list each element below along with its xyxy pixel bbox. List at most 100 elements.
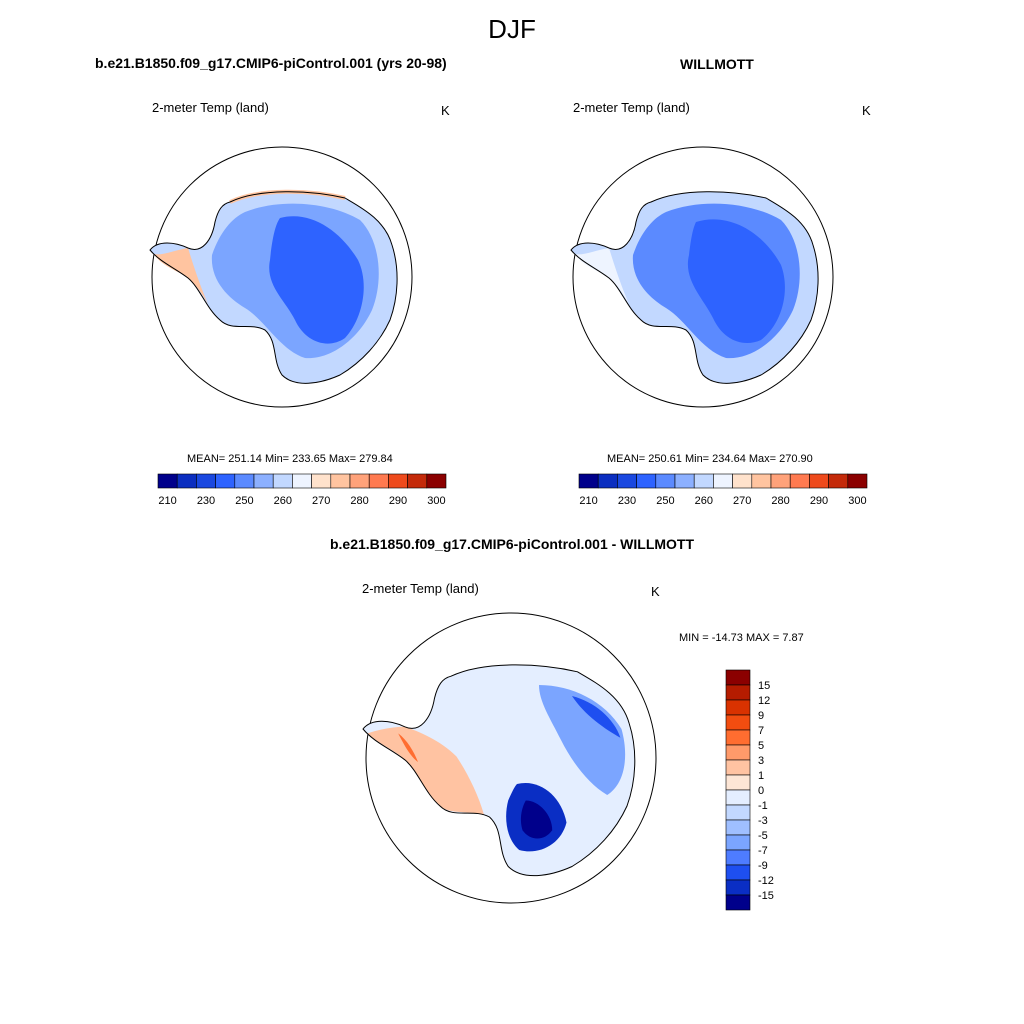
diff-colorbar-tick-label: -5 <box>758 830 768 842</box>
right-colorbar-box <box>578 473 599 489</box>
left-colorbar-box <box>253 473 274 489</box>
left-colorbar-tick-label: 280 <box>350 495 368 507</box>
diff-colorbar: 15 12 9 7 5 3 1 0 -1 -3 -5 -7 -9 -12 -15 <box>725 669 774 911</box>
right-colorbar-box <box>751 473 772 489</box>
diff-colorbar-box <box>725 849 751 866</box>
diff-colorbar-tick-label: -7 <box>758 845 768 857</box>
right-colorbar-tick-label: 230 <box>618 495 636 507</box>
left-colorbar-box <box>426 473 447 489</box>
diff-west-warm <box>367 726 484 815</box>
left-units-label: K <box>441 103 450 118</box>
diff-peninsula-hot <box>398 733 418 762</box>
left-colorbar-tick-label: 270 <box>312 495 330 507</box>
left-colorbar-tick-label: 290 <box>389 495 407 507</box>
diff-colorbar-box <box>725 729 751 746</box>
diff-colorbar-tick-label: 5 <box>758 740 764 752</box>
left-colorbar-box <box>311 473 332 489</box>
left-warm-peninsula <box>154 248 208 304</box>
diff-colorbar-tick-label: -3 <box>758 815 768 827</box>
left-map <box>149 146 413 408</box>
right-colorbar-box <box>655 473 676 489</box>
diff-colorbar-tick-label: 7 <box>758 725 764 737</box>
diff-colorbar-tick-label: 1 <box>758 770 764 782</box>
right-colorbar-tick-label: 260 <box>695 495 713 507</box>
left-colorbar-tick-label: 250 <box>235 495 253 507</box>
right-colorbar-box <box>597 473 618 489</box>
right-interior-core <box>687 219 785 344</box>
diff-colorbar-box <box>725 774 751 791</box>
right-colorbar-box <box>847 473 868 489</box>
left-colorbar-box <box>215 473 236 489</box>
diff-east-cool <box>539 685 626 795</box>
diff-colorbar-box <box>725 669 751 686</box>
right-colorbar-tick-label: 290 <box>810 495 828 507</box>
diff-colorbar-tick-label: 9 <box>758 710 764 722</box>
diff-colorbar-tick-label: 15 <box>758 680 770 692</box>
left-colorbar-box <box>292 473 312 489</box>
right-panel-title: WILLMOTT <box>680 56 754 72</box>
diff-colorbar-box <box>725 864 751 881</box>
diff-east-cold <box>572 696 621 738</box>
left-colorbar-tick-label: 300 <box>427 495 445 507</box>
diff-colorbar-box <box>725 759 751 776</box>
right-colorbar-box <box>770 473 791 489</box>
right-colorbar-box <box>789 473 810 489</box>
left-colorbar: 210 230 250 260 270 280 290 300 <box>157 473 447 507</box>
left-colorbar-box <box>368 473 389 489</box>
left-colorbar-box <box>330 473 351 489</box>
diff-colorbar-box <box>725 744 751 761</box>
diff-colorbar-tick-label: 0 <box>758 785 764 797</box>
diff-variable-label: 2-meter Temp (land) <box>362 581 479 596</box>
diff-colorbar-tick-label: -15 <box>758 890 774 902</box>
left-colorbar-box <box>234 473 255 489</box>
diff-colorbar-box <box>725 879 751 896</box>
right-colorbar-box <box>713 473 733 489</box>
diff-colorbar-box <box>725 894 751 911</box>
right-variable-label: 2-meter Temp (land) <box>573 100 690 115</box>
right-colorbar-box <box>636 473 657 489</box>
diff-colorbar-tick-label: -1 <box>758 800 768 812</box>
diff-colorbar-box <box>725 804 751 821</box>
left-stats: MEAN= 251.14 Min= 233.65 Max= 279.84 <box>187 453 393 465</box>
diff-colorbar-box <box>725 789 751 806</box>
diff-map <box>362 612 657 904</box>
right-colorbar-box <box>732 473 753 489</box>
diff-panel-title: b.e21.B1850.f09_g17.CMIP6-piControl.001 … <box>329 536 695 552</box>
right-colorbar-tick-label: 280 <box>771 495 789 507</box>
diff-units-label: K <box>651 584 660 599</box>
diff-colorbar-tick-label: 3 <box>758 755 764 767</box>
right-colorbar-box <box>809 473 829 489</box>
left-variable-label: 2-meter Temp (land) <box>152 100 269 115</box>
diff-colorbar-box <box>725 684 751 701</box>
right-colorbar: 210 230 250 260 270 280 290 300 <box>578 473 868 507</box>
left-colorbar-box <box>407 473 428 489</box>
diff-stats: MIN = -14.73 MAX = 7.87 <box>679 632 804 644</box>
right-colorbar-box <box>828 473 849 489</box>
left-colorbar-tick-label: 210 <box>158 495 176 507</box>
diff-ross-core <box>520 800 553 839</box>
left-colorbar-box <box>157 473 178 489</box>
left-panel-title: b.e21.B1850.f09_g17.CMIP6-piControl.001 … <box>95 55 447 71</box>
diff-colorbar-box <box>725 819 751 836</box>
right-units-label: K <box>862 103 871 118</box>
left-interior-core <box>269 216 364 344</box>
left-colorbar-box <box>176 473 197 489</box>
left-colorbar-box <box>272 473 293 489</box>
right-colorbar-tick-label: 250 <box>656 495 674 507</box>
right-peninsula-light <box>575 248 629 304</box>
diff-colorbar-tick-label: 12 <box>758 695 770 707</box>
left-colorbar-box <box>196 473 216 489</box>
right-colorbar-tick-label: 270 <box>733 495 751 507</box>
left-colorbar-box <box>388 473 408 489</box>
diff-colorbar-box <box>725 714 751 731</box>
right-colorbar-box <box>617 473 637 489</box>
right-colorbar-box <box>674 473 695 489</box>
diff-colorbar-box <box>725 699 751 716</box>
right-map <box>570 146 834 408</box>
left-colorbar-tick-label: 260 <box>274 495 292 507</box>
right-colorbar-tick-label: 300 <box>848 495 866 507</box>
left-colorbar-tick-label: 230 <box>197 495 215 507</box>
figure-title: DJF <box>488 14 536 44</box>
right-stats: MEAN= 250.61 Min= 234.64 Max= 270.90 <box>607 453 813 465</box>
